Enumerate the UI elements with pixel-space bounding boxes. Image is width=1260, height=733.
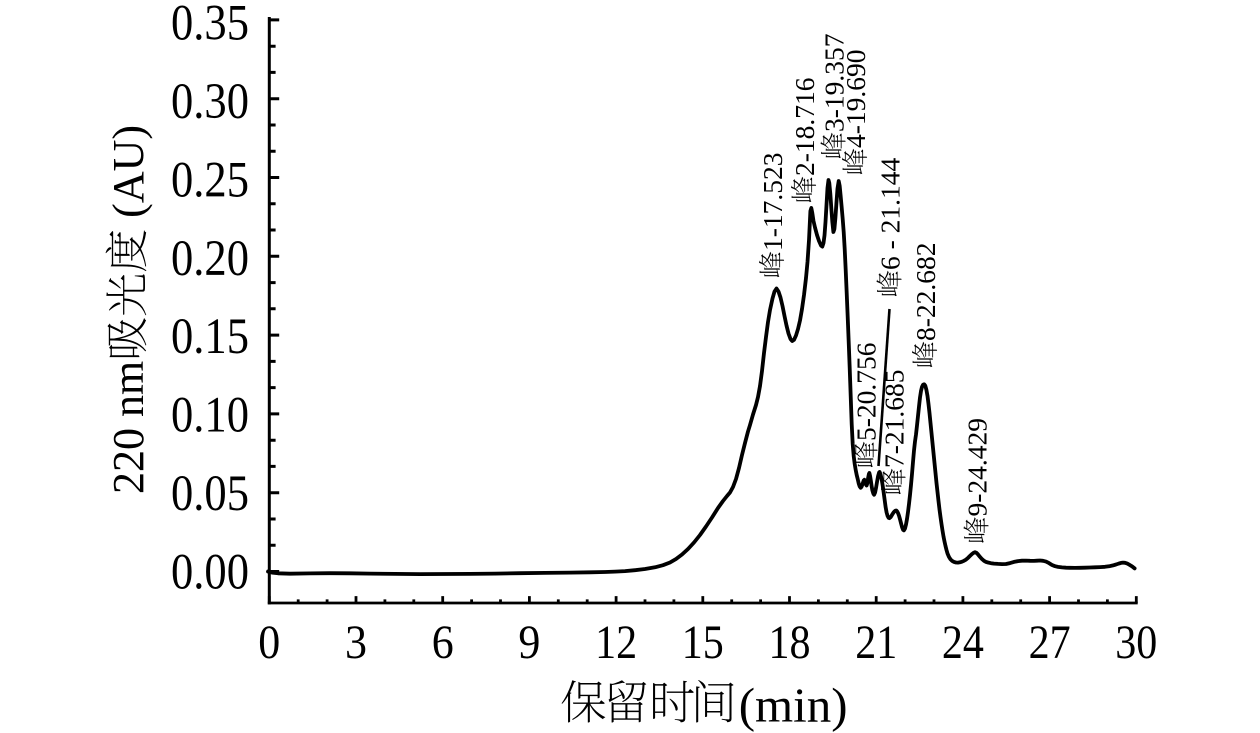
svg-text:0.15: 0.15 — [171, 309, 249, 365]
svg-text:0.30: 0.30 — [171, 74, 249, 130]
svg-text:15: 15 — [682, 616, 724, 669]
svg-text:12: 12 — [595, 616, 637, 669]
svg-text:220 nm: 220 nm — [104, 361, 153, 494]
svg-text:6 - 21.144: 6 - 21.144 — [875, 157, 906, 270]
svg-text:4-19.690: 4-19.690 — [840, 49, 871, 148]
svg-text:(min): (min) — [739, 678, 848, 733]
svg-text:5-20.756: 5-20.756 — [851, 342, 882, 441]
svg-text:0.00: 0.00 — [171, 545, 249, 601]
svg-text:18: 18 — [769, 616, 811, 669]
svg-text:9-24.429: 9-24.429 — [962, 418, 993, 517]
svg-text:0.35: 0.35 — [171, 0, 249, 52]
svg-text:0: 0 — [258, 616, 280, 669]
svg-text:1-17.523: 1-17.523 — [757, 152, 788, 251]
svg-text:0.20: 0.20 — [171, 231, 249, 287]
svg-text:7-21.685: 7-21.685 — [879, 369, 910, 468]
svg-text:27: 27 — [1029, 616, 1071, 669]
svg-text:8-22.682: 8-22.682 — [910, 242, 941, 341]
svg-text:6: 6 — [432, 616, 454, 669]
svg-text:0.10: 0.10 — [171, 388, 249, 444]
svg-text:2-18.716: 2-18.716 — [789, 77, 820, 176]
svg-text:0.05: 0.05 — [171, 466, 249, 522]
svg-text:3: 3 — [345, 616, 367, 669]
svg-text:0.25: 0.25 — [171, 152, 249, 208]
svg-text:21: 21 — [855, 616, 897, 669]
svg-text:30: 30 — [1115, 616, 1157, 669]
svg-text:(AU): (AU) — [104, 125, 153, 218]
svg-text:24: 24 — [942, 616, 984, 669]
svg-text:9: 9 — [518, 616, 540, 669]
svg-text:3-19.357: 3-19.357 — [819, 33, 850, 132]
